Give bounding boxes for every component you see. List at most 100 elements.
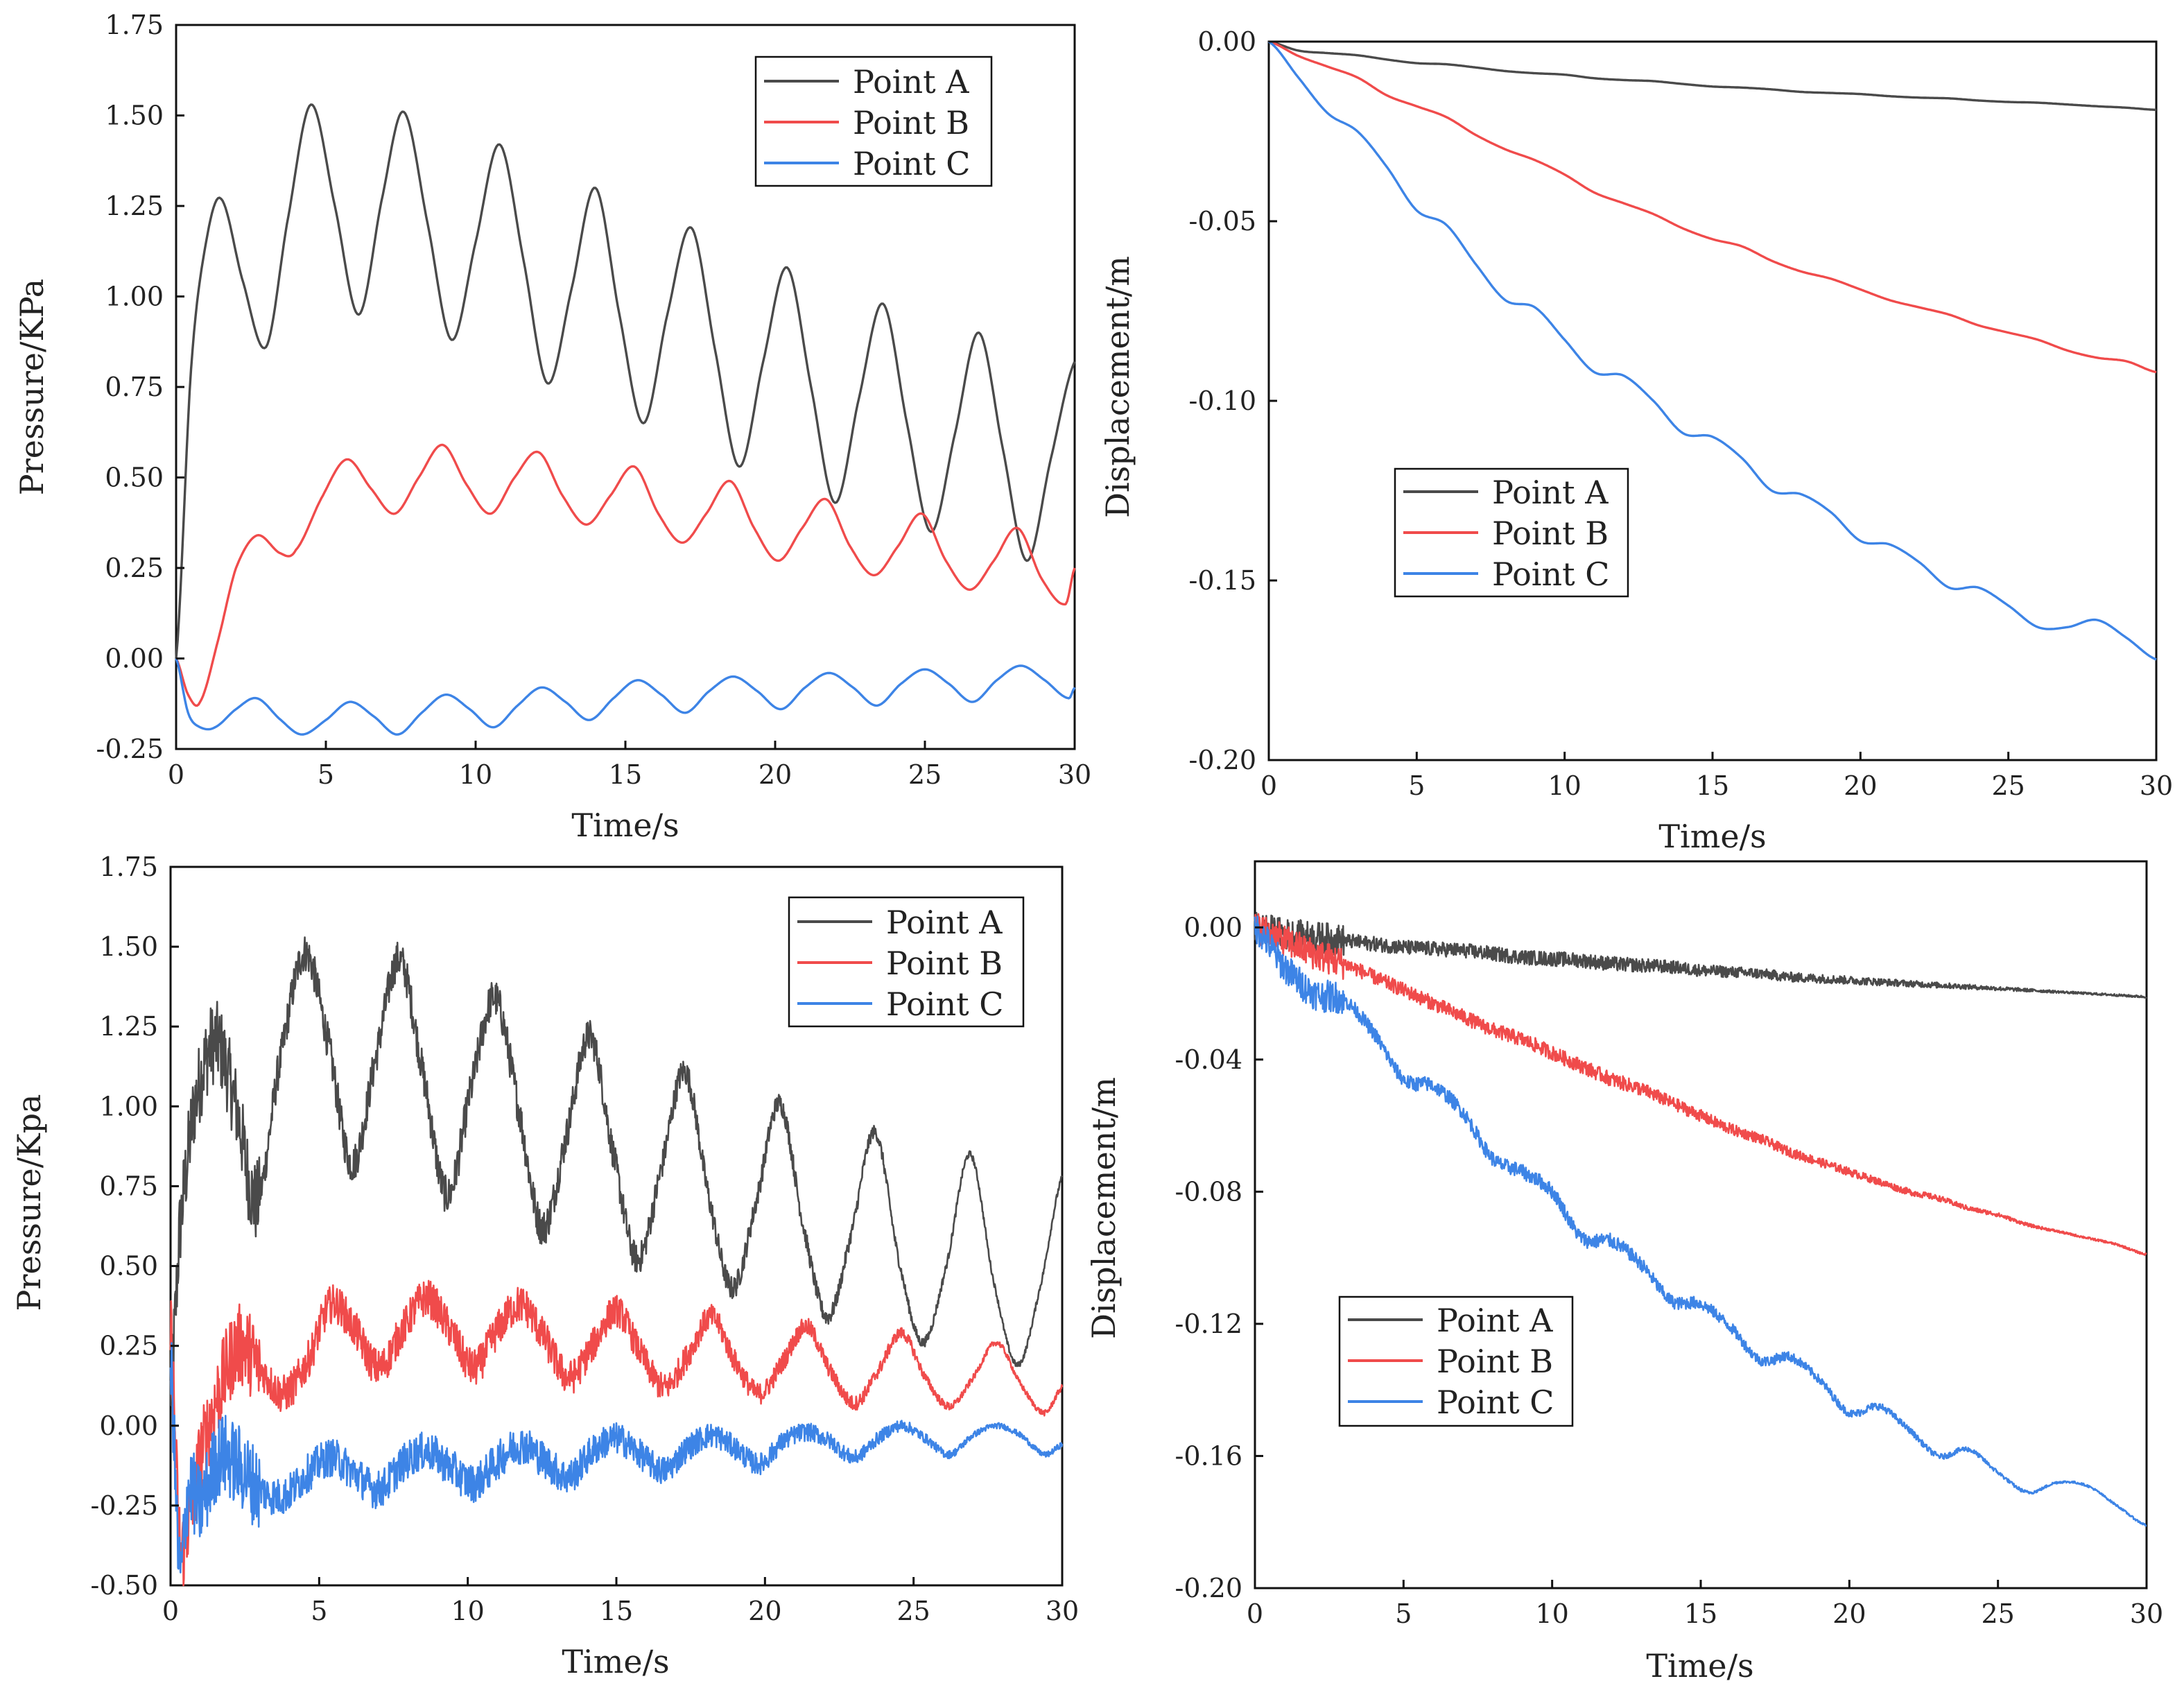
series-layer <box>175 103 1076 736</box>
series-layer <box>1254 911 2147 1527</box>
x-tick-label: 5 <box>311 1596 327 1626</box>
x-tick-label: 15 <box>1696 770 1729 801</box>
legend: Point A Point B Point C <box>1394 467 1629 598</box>
legend: Point A Point B Point C <box>754 55 993 187</box>
series-layer <box>169 936 1064 1587</box>
x-tick-label: 30 <box>2140 770 2173 801</box>
x-tick-label: 20 <box>759 759 792 790</box>
x-axis-title: Time/s <box>1646 1647 1753 1685</box>
series-line-point-b <box>1254 913 2147 1256</box>
x-tick-label: 25 <box>896 1596 930 1626</box>
x-tick-label: 10 <box>1535 1599 1568 1629</box>
x-tick-label: 30 <box>2130 1599 2163 1629</box>
tick-layer: 0 5 10 15 20 25 30 -0.20 -0.15 -0.10 -0.05 0.00 <box>1189 26 2174 801</box>
y-axis-title: Displacement/m <box>1099 256 1136 518</box>
y-tick-label: 0.75 <box>105 372 164 402</box>
series-line-point-c <box>169 1342 1064 1574</box>
x-tick-label: 25 <box>908 759 942 790</box>
x-tick-label: 5 <box>318 759 334 790</box>
legend-label-point-c: Point C <box>1492 555 1609 593</box>
series-line-point-c <box>1254 915 2147 1527</box>
x-tick-label: 10 <box>459 759 492 790</box>
y-tick-label: -0.10 <box>1189 386 1256 416</box>
legend-label-point-a: Point A <box>1492 474 1609 511</box>
x-tick-label: 30 <box>1046 1596 1079 1626</box>
y-tick-label: 0.25 <box>99 1331 158 1361</box>
y-tick-label: 1.25 <box>105 191 164 221</box>
series-layer <box>1268 40 2157 661</box>
y-tick-label: 0.50 <box>99 1251 158 1282</box>
y-tick-label: 0.00 <box>99 1411 158 1441</box>
series-line-point-a <box>1254 911 2147 999</box>
y-tick-label: -0.15 <box>1189 565 1256 596</box>
x-tick-label: 15 <box>600 1596 633 1626</box>
x-axis-title: Time/s <box>571 807 679 844</box>
legend-label-point-b: Point B <box>886 945 1003 982</box>
y-tick-label: -0.20 <box>1175 1573 1242 1603</box>
y-tick-label: -0.16 <box>1175 1440 1242 1471</box>
series-line-point-b <box>169 1280 1064 1587</box>
y-tick-label: 1.50 <box>105 101 164 131</box>
series-line-point-b <box>175 443 1076 707</box>
y-tick-label: 0.00 <box>105 644 164 674</box>
x-axis-title: Time/s <box>562 1643 669 1680</box>
legend-label-point-a: Point A <box>886 904 1003 941</box>
y-tick-label: 0.75 <box>99 1171 158 1201</box>
x-tick-label: 0 <box>1247 1599 1263 1629</box>
tick-layer: 0 5 10 15 20 25 30 -0.25 0.00 0.25 0.50 0.75 1.00 1.2… <box>96 10 1092 790</box>
y-axis-title: Displacement/m <box>1085 1077 1123 1339</box>
y-tick-label: 1.75 <box>105 10 164 40</box>
y-tick-label: 1.50 <box>99 931 158 962</box>
y-tick-label: 0.00 <box>1197 26 1256 57</box>
x-tick-label: 20 <box>1844 770 1877 801</box>
y-tick-label: -0.04 <box>1175 1044 1242 1075</box>
y-axis-title: Pressure/Kpa <box>10 1094 48 1311</box>
y-tick-label: -0.12 <box>1175 1309 1242 1339</box>
tick-layer: 0 5 10 15 20 25 30 -0.50 -0.25 0.00 0.25 0.50 0.75 1.… <box>91 852 1080 1626</box>
y-tick-label: 1.75 <box>99 852 158 882</box>
series-line-point-a <box>169 936 1063 1406</box>
panel-bottom-right-displacement: 0 5 10 15 20 25 30 -0.20 -0.16 -0.12 -0.08 -0.04 0.0… <box>1085 860 2164 1685</box>
legend: Point A Point B Point C <box>1338 1295 1574 1427</box>
y-tick-label: 0.50 <box>105 463 164 493</box>
series-line-point-a <box>1268 40 2157 112</box>
y-tick-label: 0.00 <box>1184 912 1242 942</box>
y-tick-label: 0.25 <box>105 553 164 583</box>
x-tick-label: 5 <box>1395 1599 1412 1629</box>
legend-label-point-b: Point B <box>1492 515 1609 552</box>
x-tick-label: 25 <box>1991 770 2025 801</box>
x-tick-label: 0 <box>168 759 184 790</box>
x-tick-label: 15 <box>609 759 642 790</box>
x-tick-label: 0 <box>162 1596 179 1626</box>
panel-bottom-left-pressure: 0 5 10 15 20 25 30 -0.50 -0.25 0.00 0.25 0.50 0.75 1.… <box>10 852 1079 1680</box>
y-tick-label: -0.25 <box>91 1490 158 1521</box>
legend-label-point-a: Point A <box>1437 1302 1553 1339</box>
x-axis-title: Time/s <box>1658 818 1766 855</box>
legend-label-point-b: Point B <box>1437 1343 1553 1380</box>
x-tick-label: 10 <box>1548 770 1581 801</box>
tick-layer: 0 5 10 15 20 25 30 -0.20 -0.16 -0.12 -0.08 -0.04 0.0… <box>1175 912 2164 1629</box>
legend-label-point-a: Point A <box>853 63 969 101</box>
y-tick-label: 1.25 <box>99 1011 158 1042</box>
panel-top-left-pressure: 0 5 10 15 20 25 30 -0.25 0.00 0.25 0.50 0.75 1.00 1.2… <box>13 10 1091 844</box>
x-tick-label: 15 <box>1684 1599 1717 1629</box>
x-tick-label: 25 <box>1981 1599 2014 1629</box>
y-tick-label: -0.20 <box>1189 745 1256 775</box>
series-line-point-c <box>1268 40 2157 661</box>
y-tick-label: -0.25 <box>96 734 164 764</box>
series-line-point-b <box>1268 40 2157 374</box>
legend: Point A Point B Point C <box>788 896 1025 1028</box>
y-tick-label: 1.00 <box>99 1091 158 1121</box>
legend-label-point-c: Point C <box>886 985 1003 1023</box>
x-tick-label: 10 <box>451 1596 484 1626</box>
panel-top-right-displacement: 0 5 10 15 20 25 30 -0.20 -0.15 -0.10 -0.05 0.00 Tim… <box>1099 26 2173 855</box>
legend-label-point-c: Point C <box>1437 1384 1554 1421</box>
y-tick-label: 1.00 <box>105 282 164 312</box>
y-tick-label: -0.50 <box>91 1570 158 1601</box>
x-tick-label: 30 <box>1058 759 1091 790</box>
y-tick-label: -0.08 <box>1175 1176 1242 1207</box>
legend-label-point-b: Point B <box>853 104 969 141</box>
x-tick-label: 20 <box>748 1596 781 1626</box>
legend-label-point-c: Point C <box>853 145 970 182</box>
